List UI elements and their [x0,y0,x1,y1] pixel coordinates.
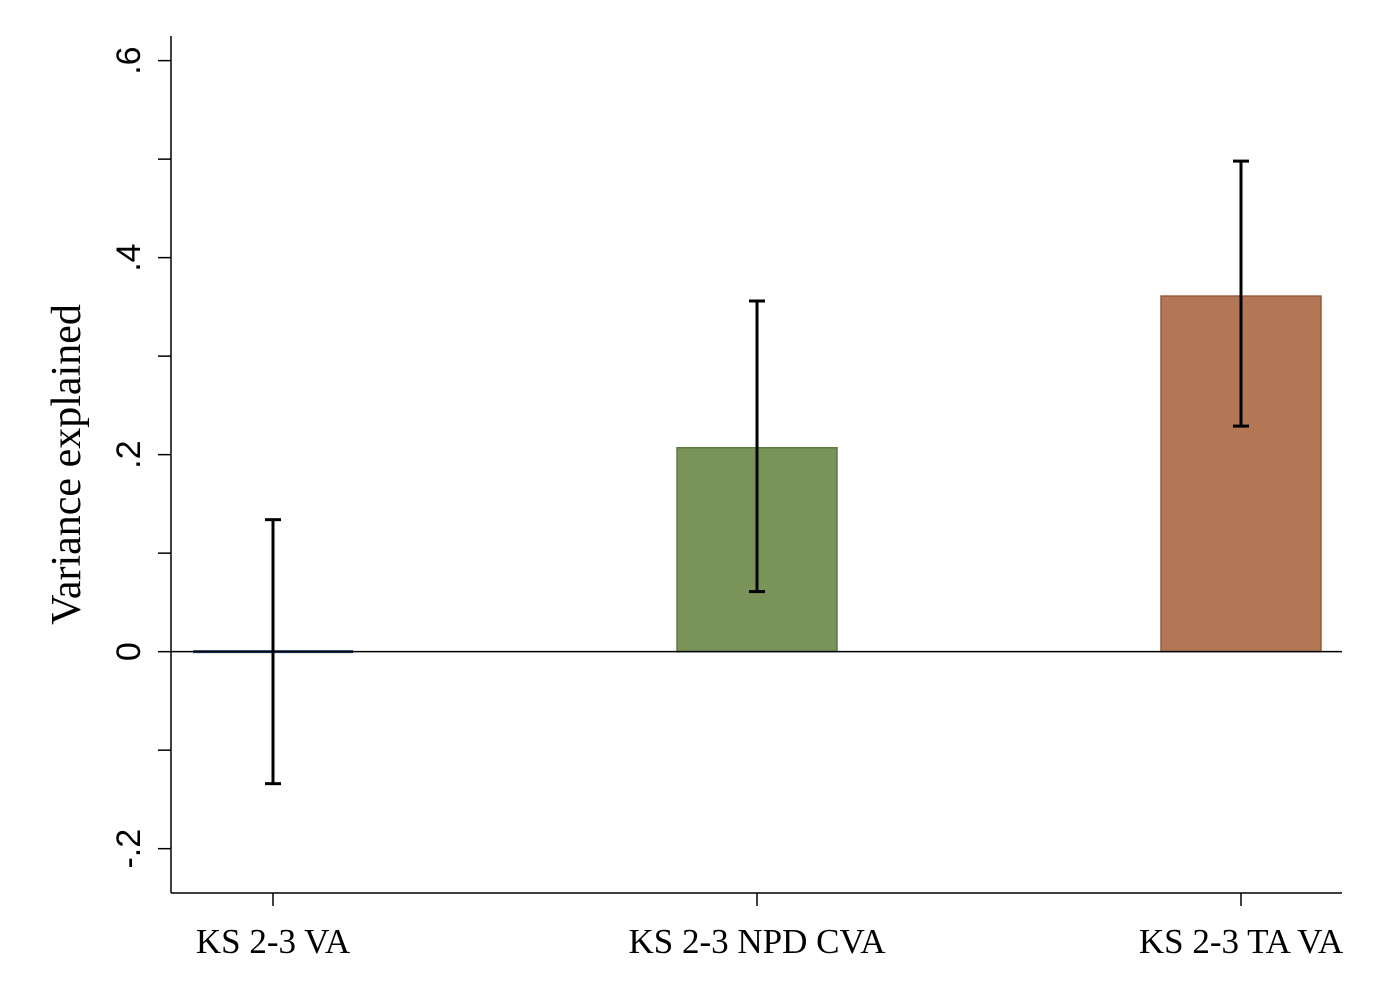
x-tick-label: KS 2-3 VA [196,922,351,961]
x-ticks: KS 2-3 VA KS 2-3 NPD CVA KS 2-3 TA VA [196,893,1344,961]
y-tick-label: 0 [110,642,148,661]
x-tick-label: KS 2-3 TA VA [1139,922,1344,961]
y-tick-label: -.2 [110,829,148,869]
x-tick-label: KS 2-3 NPD CVA [628,922,886,961]
y-tick-label: .6 [110,46,148,74]
y-axis-title: Variance explained [44,304,90,625]
y-tick-label: .4 [110,243,148,271]
y-ticks: -.2 0 .2 .4 .6 [110,46,171,869]
error-bars-layer [265,159,1249,786]
y-tick-label: .2 [110,440,148,468]
